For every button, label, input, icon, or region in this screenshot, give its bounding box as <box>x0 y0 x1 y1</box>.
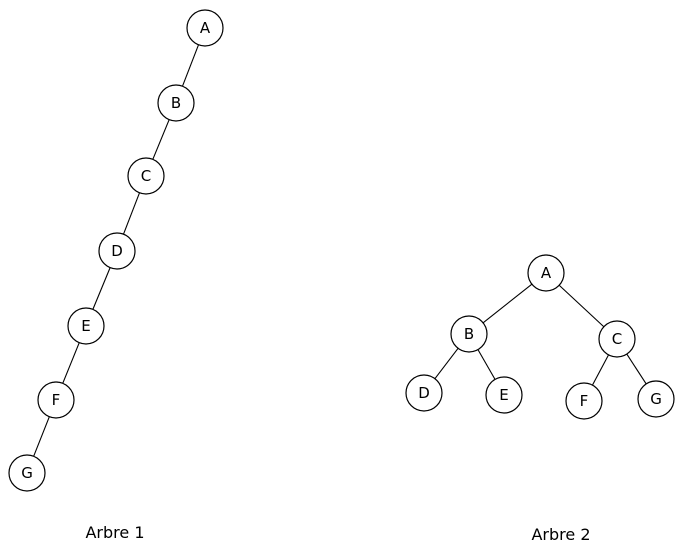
tree-2-node-f: F <box>565 382 603 420</box>
tree-2-edge-b-e <box>477 349 496 380</box>
node-circle <box>405 374 443 412</box>
tree-1-edge-f-g <box>33 416 50 457</box>
tree-2-edges <box>434 283 647 386</box>
node-circle <box>157 84 195 122</box>
node-circle <box>186 9 224 47</box>
node-label: D <box>418 384 430 402</box>
tree-1-nodes: A B C D E F G <box>8 9 224 492</box>
tree-1-node-g: G <box>8 454 46 492</box>
tree-2-node-e: E <box>485 376 523 414</box>
node-label: E <box>81 317 90 335</box>
tree-2-edge-b-d <box>434 347 459 380</box>
tree-1-edges <box>33 44 200 457</box>
node-label: B <box>464 325 474 343</box>
node-label: F <box>52 391 61 409</box>
tree-1-node-a: A <box>186 9 224 47</box>
node-circle <box>637 380 675 418</box>
tree-1-edge-e-f <box>62 342 80 384</box>
node-label: F <box>580 392 589 410</box>
tree-2-node-c: C <box>598 320 636 358</box>
tree-2-edge-a-b <box>482 283 533 324</box>
node-label: B <box>171 94 181 112</box>
tree-2-node-d: D <box>405 374 443 412</box>
tree-2-edge-a-c <box>558 284 605 328</box>
tree-1-node-d: D <box>98 232 136 270</box>
node-circle <box>598 320 636 358</box>
tree-1-node-e: E <box>67 307 105 345</box>
node-label: G <box>21 464 33 482</box>
node-label: D <box>111 242 123 260</box>
tree-2-node-b: B <box>450 315 488 353</box>
tree-1-node-b: B <box>157 84 195 122</box>
node-circle <box>127 157 165 195</box>
node-circle <box>98 232 136 270</box>
tree-2-nodes: A B C D E F G <box>405 254 675 420</box>
node-circle <box>485 376 523 414</box>
tree-1-edge-c-d <box>122 192 141 235</box>
tree-1-edge-d-e <box>92 267 111 310</box>
tree-2-edge-c-f <box>591 354 610 386</box>
node-label: C <box>141 167 151 185</box>
tree-1-node-f: F <box>37 381 75 419</box>
tree-2-node-a: A <box>527 254 565 292</box>
tree-1-node-c: C <box>127 157 165 195</box>
tree-1: A B C D E F G Arbre 1 <box>8 9 224 542</box>
tree-1-edge-b-c <box>152 119 170 160</box>
tree-2-node-g: G <box>637 380 675 418</box>
node-circle <box>565 382 603 420</box>
tree-1-caption: Arbre 1 <box>85 523 144 542</box>
node-label: C <box>612 330 622 348</box>
tree-2-edge-c-g <box>626 353 647 385</box>
tree-1-edge-a-b <box>181 44 200 87</box>
node-label: A <box>200 19 211 37</box>
node-circle <box>450 315 488 353</box>
node-circle <box>67 307 105 345</box>
tree-2: A B C D E F G Arbre 2 <box>405 254 675 544</box>
node-circle <box>37 381 75 419</box>
node-circle <box>8 454 46 492</box>
node-label: A <box>541 264 552 282</box>
node-label: E <box>499 386 508 404</box>
node-circle <box>527 254 565 292</box>
node-label: G <box>650 390 662 408</box>
tree-2-caption: Arbre 2 <box>531 525 590 544</box>
